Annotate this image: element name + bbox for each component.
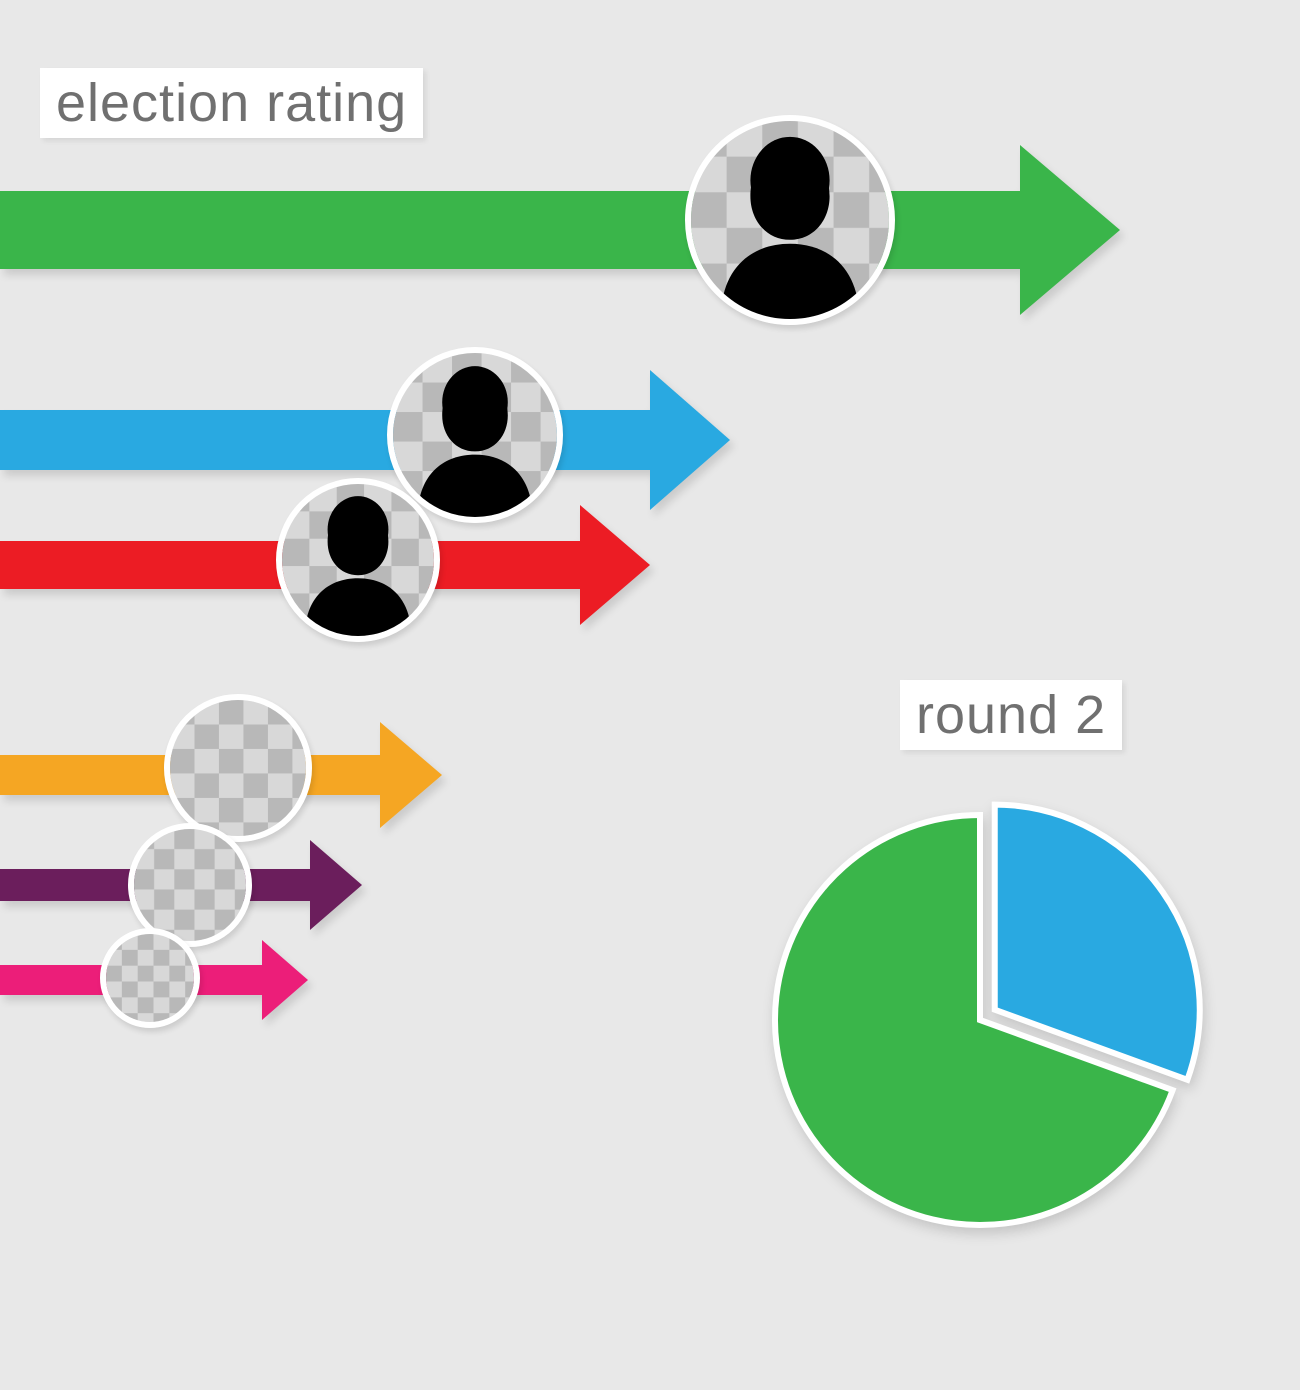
arrow-head-icon <box>262 940 308 1020</box>
candidate-avatar-red <box>276 478 440 642</box>
candidate-avatar-pink <box>100 928 200 1028</box>
arrow-head-icon <box>650 370 730 510</box>
arrow-green <box>0 145 1120 315</box>
arrow-head-icon <box>310 840 362 930</box>
page-title: election rating <box>56 73 407 133</box>
subtitle-text: round 2 <box>916 685 1106 745</box>
arrow-head-icon <box>580 505 650 625</box>
avatar-placeholder-icon <box>393 353 557 517</box>
subtitle-bar: round 2 <box>900 680 1122 750</box>
avatar-placeholder-icon <box>282 484 434 636</box>
arrow-head-icon <box>1020 145 1120 315</box>
avatar-placeholder-icon <box>170 700 306 836</box>
arrow-head-icon <box>380 722 442 828</box>
candidate-avatar-yellow <box>164 694 312 842</box>
title-bar: election rating <box>40 68 423 138</box>
candidate-avatar-blue <box>387 347 563 523</box>
pie-chart <box>745 785 1215 1255</box>
avatar-placeholder-icon <box>106 934 194 1022</box>
avatar-placeholder-icon <box>691 121 889 319</box>
avatar-placeholder-icon <box>134 829 246 941</box>
candidate-avatar-green <box>685 115 895 325</box>
